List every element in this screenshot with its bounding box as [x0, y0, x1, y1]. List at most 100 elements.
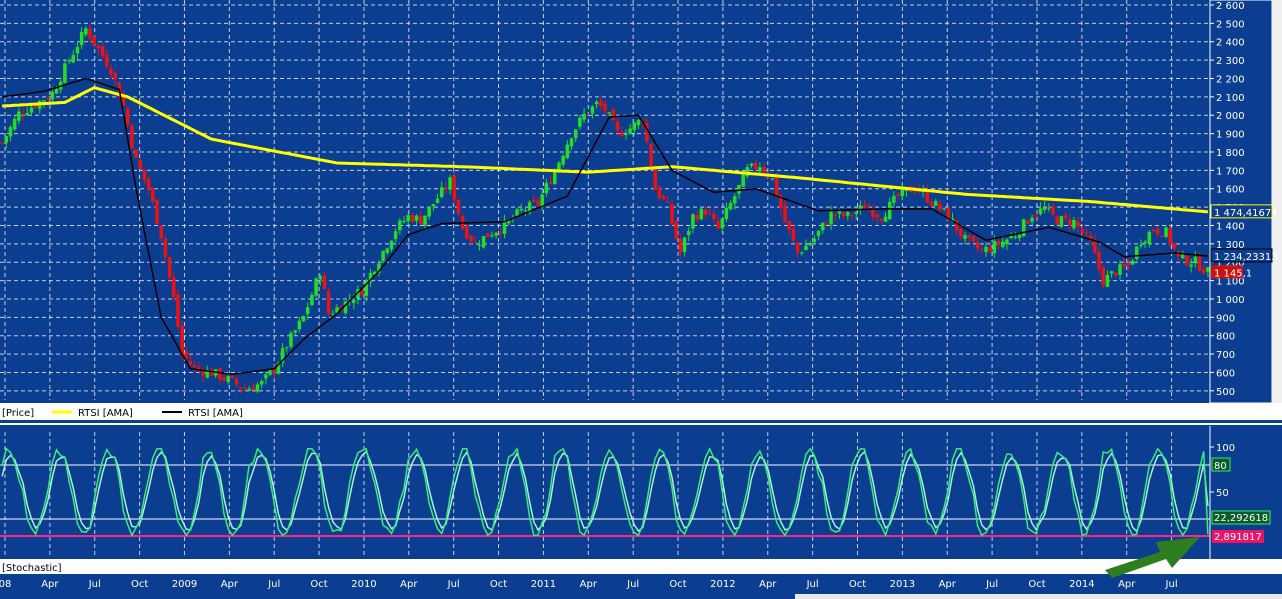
price-tick-label: 2 000: [1216, 111, 1245, 122]
price-tick-label: 1 300: [1216, 240, 1245, 251]
candle-body: [682, 237, 687, 252]
stoch-main-line: [1, 446, 1209, 538]
panel-separator: [0, 420, 1282, 424]
time-tick-label: Apr: [1118, 579, 1136, 590]
candle-body: [1151, 229, 1156, 232]
candle-body: [892, 195, 896, 203]
candle-body: [728, 202, 733, 210]
candle-body: [1097, 252, 1101, 269]
candle-body: [465, 225, 469, 239]
time-tick-label: Apr: [41, 579, 59, 590]
candle-body: [456, 199, 461, 214]
candle-body: [716, 220, 720, 229]
candle-body: [1122, 263, 1126, 267]
status-strip: [795, 594, 1282, 599]
candle-body: [825, 224, 829, 226]
candle-body: [352, 299, 356, 303]
candle-body: [1047, 207, 1051, 209]
candle-body: [402, 220, 406, 222]
candle-body: [871, 209, 875, 218]
candle-body: [971, 236, 976, 242]
candle-body: [653, 168, 658, 190]
candle-body: [544, 183, 549, 194]
candle-body: [1080, 228, 1085, 233]
candle-body: [356, 289, 360, 299]
candle-body: [372, 271, 377, 275]
candle-body: [519, 208, 524, 211]
candle-body: [674, 220, 678, 239]
price-tick-label: 600: [1216, 368, 1235, 379]
candle-body: [289, 332, 293, 347]
candle-body: [607, 112, 611, 114]
candle-body: [297, 320, 302, 330]
candle-body: [506, 219, 511, 224]
candle-body: [795, 242, 800, 253]
candle-body: [1164, 227, 1168, 237]
candle-body: [360, 290, 364, 296]
time-tick-label: Jul: [267, 579, 280, 590]
candle-body: [975, 242, 980, 249]
candle-body: [494, 232, 498, 236]
candle-body: [502, 220, 507, 235]
candle-body: [171, 277, 176, 298]
candle-body: [272, 369, 276, 373]
candle-body: [879, 218, 884, 222]
candle-body: [1130, 260, 1135, 265]
candle-body: [1042, 207, 1047, 211]
candle-body: [1197, 256, 1202, 271]
candle-body: [594, 101, 599, 105]
candle-body: [808, 242, 812, 246]
black-ama-value-box: [1210, 248, 1273, 263]
candle-body: [1118, 264, 1122, 275]
candle-body: [1055, 216, 1059, 225]
candle-body: [536, 200, 540, 206]
candle-body: [12, 119, 17, 130]
candle-body: [188, 360, 193, 365]
candle-body: [1101, 267, 1105, 286]
candle-body: [452, 175, 457, 201]
candle-body: [1193, 256, 1198, 264]
candle-body: [368, 273, 373, 283]
candle-body: [800, 252, 804, 254]
candle-body: [1030, 217, 1034, 222]
time-tick-label: Jul: [626, 579, 639, 590]
candle-body: [657, 187, 662, 198]
candle-body: [1172, 243, 1177, 249]
candle-body: [1160, 235, 1164, 238]
candle-body: [0, 142, 4, 144]
candle-body: [938, 203, 942, 210]
candle-body: [954, 220, 959, 231]
candle-body: [1155, 229, 1160, 235]
candle-body: [448, 177, 452, 190]
time-tick-label: Oct: [310, 579, 327, 590]
candle-body: [1000, 241, 1005, 247]
candle-body: [331, 313, 335, 315]
candle-body: [301, 316, 306, 322]
candle-body: [310, 294, 314, 306]
candle-body: [192, 365, 197, 368]
candle-body: [963, 235, 967, 239]
candle-body: [67, 60, 71, 62]
time-tick-label: 2011: [531, 579, 556, 590]
time-tick-label: Jul: [985, 579, 998, 590]
time-tick-label: Oct: [849, 579, 866, 590]
candle-body: [678, 238, 683, 253]
candle-body: [992, 241, 997, 254]
candle-body: [841, 212, 846, 217]
price-tick-label: 700: [1216, 350, 1235, 361]
candle-body: [896, 193, 900, 196]
candle-body: [226, 376, 230, 382]
stoch-main-value-label: 22,292618: [1214, 513, 1268, 524]
candle-body: [996, 240, 1001, 245]
time-tick-label: Apr: [580, 579, 598, 590]
candle-body: [603, 104, 607, 111]
stoch-tick-label: 50: [1216, 488, 1229, 499]
candle-body: [582, 113, 586, 120]
candle-body: [619, 132, 624, 137]
candle-body: [63, 63, 67, 83]
candle-body: [565, 144, 570, 159]
candle-body: [285, 347, 289, 349]
yellow-ama-value-box: [1210, 204, 1273, 219]
time-tick-label: Jul: [447, 579, 460, 590]
